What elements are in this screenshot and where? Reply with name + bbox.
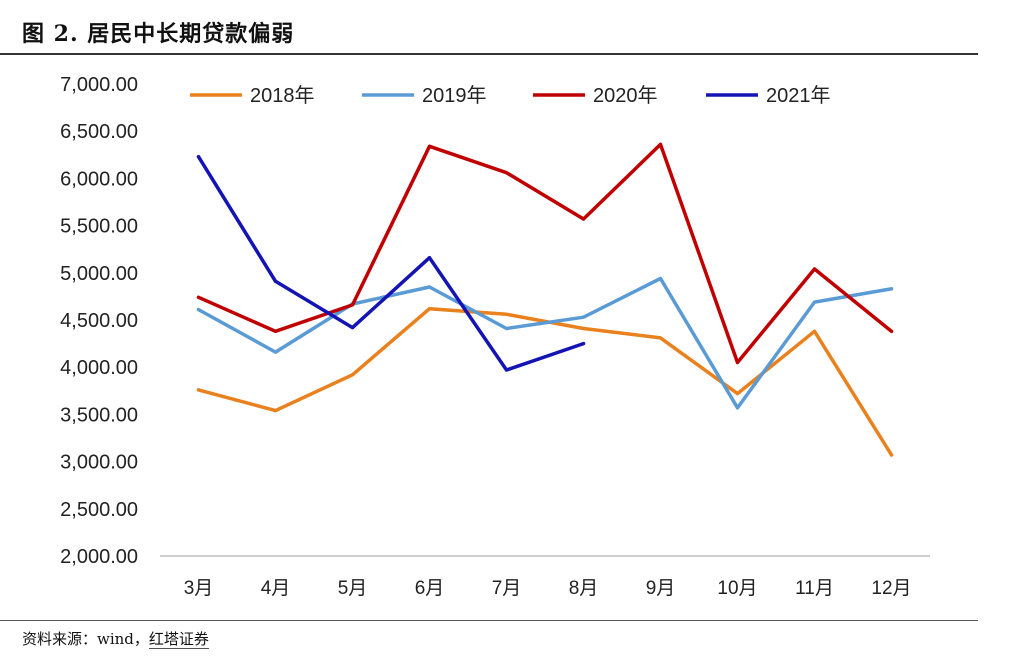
x-tick-label: 4月 [261,578,291,599]
data-point [427,285,432,289]
x-tick-label: 11月 [795,578,834,599]
line-chart: 2,000.00 2,500.00 3,000.00 3,500.00 4,000.00… [60,74,930,599]
x-tick-label: 8月 [569,578,599,599]
x-tick-label: 12月 [871,578,911,599]
y-tick-label: 4,500.00 [60,310,138,332]
data-point [273,409,278,413]
data-point [735,406,740,410]
source-prefix: 资料来源：wind， [22,630,149,648]
x-tick-label: 9月 [646,578,676,599]
x-tick-label: 6月 [415,578,445,599]
data-point [427,144,432,148]
legend-label: 2020年 [593,84,658,107]
data-point [350,303,355,307]
series-line-2021年 [196,154,586,372]
data-point [581,326,586,331]
x-tick-label: 7月 [492,578,522,599]
x-tick-label: 5月 [338,578,368,599]
legend-label: 2019年 [422,84,487,107]
data-point [273,350,278,354]
data-point [504,368,509,372]
data-point [196,308,201,312]
x-tick-label: 10月 [717,578,757,599]
data-point [504,326,509,331]
data-point [581,315,586,319]
legend-label: 2018年 [250,84,315,107]
data-point [350,325,355,330]
figure-title: 图 2. 居民中长期贷款偏弱 [22,21,295,47]
legend: 2018年 2019年 2020年 2021年 [190,84,831,107]
data-point [889,329,894,333]
legend-label: 2021年 [766,84,831,107]
y-tick-label: 6,500.00 [60,121,138,143]
y-tick-label: 3,000.00 [60,452,138,474]
data-point [812,300,817,304]
data-point [889,287,894,291]
source-brand: 红塔证券 [148,630,209,649]
y-tick-label: 6,000.00 [60,168,138,190]
data-point [273,279,278,283]
top-divider [0,53,978,55]
x-axis-ticks: 3月 4月 5月 6月 7月 8月 9月 10月 11月 12月 [184,578,912,599]
data-point [735,392,740,396]
data-point [658,276,663,281]
data-point [196,388,201,392]
data-point [658,336,663,340]
data-point [812,267,817,271]
x-tick-label: 3月 [184,578,214,599]
data-point [504,171,509,175]
y-tick-label: 5,500.00 [60,216,138,238]
y-axis-ticks: 2,000.00 2,500.00 3,000.00 3,500.00 4,000.00… [60,74,138,568]
series-line-2019年 [196,276,894,410]
y-tick-label: 4,000.00 [60,357,138,379]
data-point [350,373,355,377]
series-line-2018年 [196,306,894,457]
bottom-divider [0,620,978,621]
data-point [581,342,586,346]
y-tick-label: 3,500.00 [60,404,138,426]
data-point [658,142,663,147]
source-note: 资料来源：wind，红塔证券 [22,628,209,649]
data-point [196,295,201,299]
data-point [427,256,432,260]
series-line-2020年 [196,142,894,365]
series-lines [196,142,894,457]
data-point [273,329,278,333]
y-tick-label: 5,000.00 [60,263,138,285]
y-tick-label: 2,000.00 [60,546,138,568]
y-tick-label: 2,500.00 [60,499,138,521]
data-point [504,312,509,316]
data-point [427,307,432,311]
data-point [812,329,817,333]
data-point [196,155,201,159]
data-point [735,360,740,365]
y-tick-label: 7,000.00 [60,74,138,96]
data-point [889,453,894,457]
data-point [581,217,586,221]
